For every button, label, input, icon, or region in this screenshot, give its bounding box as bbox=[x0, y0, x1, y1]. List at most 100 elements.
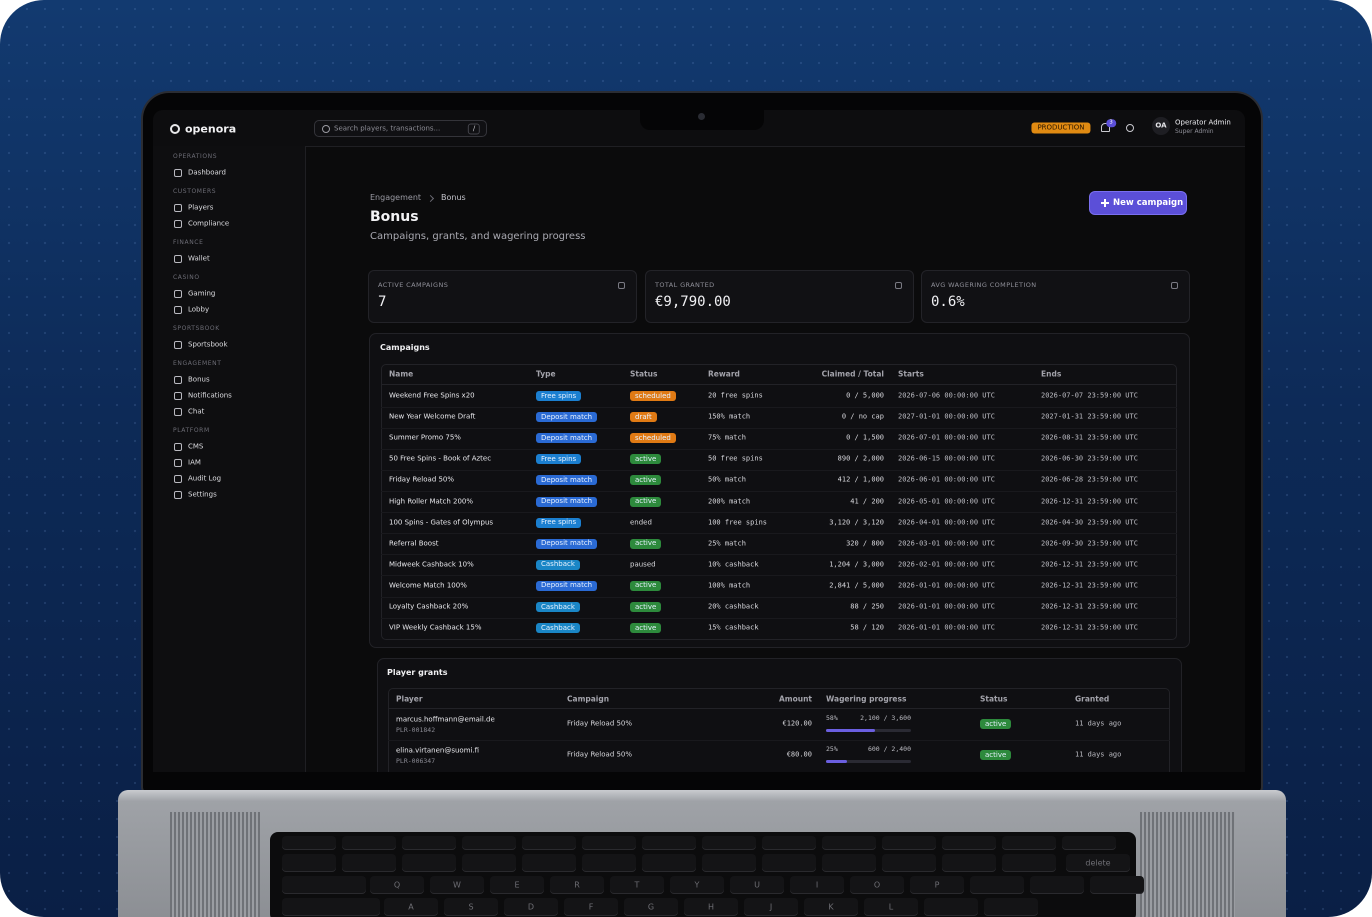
status-badge: scheduled bbox=[630, 391, 676, 401]
stat-label: TOTAL GRANTED bbox=[655, 280, 715, 289]
sidebar-item[interactable]: Audit Log bbox=[188, 474, 222, 483]
type-badge: Deposit match bbox=[536, 580, 598, 591]
progress-fill bbox=[826, 729, 876, 732]
campaign-name: VIP Weekly Cashback 15% bbox=[389, 623, 482, 632]
reward: 150% match bbox=[708, 412, 751, 421]
sidebar-item[interactable]: IAM bbox=[188, 458, 201, 467]
key: H bbox=[684, 898, 738, 916]
sidebar-item[interactable]: Settings bbox=[188, 490, 217, 499]
grant-campaign: Friday Reload 50% bbox=[567, 719, 633, 728]
key bbox=[402, 836, 456, 850]
notification-count: 3 bbox=[1106, 119, 1116, 127]
key bbox=[342, 836, 396, 850]
icon bbox=[174, 290, 182, 298]
sidebar-item[interactable]: Compliance bbox=[188, 219, 230, 228]
speaker-left bbox=[170, 812, 260, 917]
sidebar-item[interactable]: Lobby bbox=[188, 305, 210, 314]
key bbox=[282, 836, 336, 850]
icon bbox=[174, 408, 182, 416]
progress-amount: 2,100 / 3,600 bbox=[860, 713, 911, 722]
key: Q bbox=[370, 876, 424, 894]
claimed-total: 320 / 800 bbox=[846, 539, 884, 548]
key-label: G bbox=[647, 902, 655, 912]
ends: 2026-12-31 23:59:00 UTC bbox=[1041, 497, 1138, 505]
new-campaign-button[interactable] bbox=[1090, 192, 1186, 214]
key-label: K bbox=[828, 902, 834, 912]
column-header: Status bbox=[980, 694, 1008, 704]
icon bbox=[174, 204, 182, 212]
key-label: J bbox=[769, 902, 773, 912]
reward: 100% match bbox=[708, 581, 751, 590]
starts: 2026-05-01 00:00:00 UTC bbox=[898, 497, 995, 505]
theme-icon[interactable] bbox=[1126, 124, 1134, 132]
type-badge: Deposit match bbox=[536, 538, 598, 549]
starts: 2026-07-01 00:00:00 UTC bbox=[898, 433, 995, 442]
row-divider bbox=[381, 427, 1177, 429]
ends: 2026-12-31 23:59:00 UTC bbox=[1041, 623, 1138, 632]
player-id: PLR-001842 bbox=[396, 725, 436, 734]
granted: 11 days ago bbox=[1075, 750, 1122, 759]
reward: 200% match bbox=[708, 497, 751, 505]
campaigns-panel bbox=[369, 333, 1190, 648]
row-divider bbox=[381, 554, 1177, 556]
key bbox=[942, 836, 996, 850]
key: U bbox=[730, 876, 784, 894]
starts: 2026-01-01 00:00:00 UTC bbox=[898, 581, 995, 590]
icon bbox=[174, 376, 182, 384]
column-header: Type bbox=[536, 369, 556, 379]
sidebar-item[interactable]: Gaming bbox=[188, 289, 216, 298]
key: I bbox=[790, 876, 844, 894]
stat-card bbox=[645, 270, 914, 323]
key bbox=[282, 898, 380, 916]
player-id: PLR-006347 bbox=[396, 756, 436, 765]
progress-amount: 600 / 2,400 bbox=[867, 744, 911, 753]
reward: 20 free spins bbox=[708, 391, 763, 400]
icon bbox=[174, 392, 182, 400]
type-badge: Free spins bbox=[536, 517, 582, 528]
sidebar-item[interactable]: Chat bbox=[188, 407, 205, 416]
keyboard: delete Q W E R T Y U I O P A S D F G H J K L bbox=[270, 832, 1144, 917]
key-label: F bbox=[588, 902, 594, 912]
key-label: O bbox=[873, 880, 881, 890]
amount: €80.00 bbox=[786, 750, 812, 759]
campaign-name: Welcome Match 100% bbox=[389, 581, 467, 590]
key: D bbox=[504, 898, 558, 916]
sidebar-item[interactable]: Bonus bbox=[188, 375, 210, 384]
type-badge: Deposit match bbox=[536, 475, 598, 486]
key-label: W bbox=[453, 880, 461, 890]
key-label: H bbox=[707, 902, 714, 912]
claimed-total: 1,204 / 3,000 bbox=[829, 560, 884, 569]
sidebar-item[interactable]: Wallet bbox=[188, 254, 210, 263]
starts: 2026-07-06 00:00:00 UTC bbox=[898, 391, 995, 400]
sidebar-item[interactable]: Dashboard bbox=[188, 168, 226, 177]
user-name: Operator Admin bbox=[1175, 118, 1231, 127]
key bbox=[342, 854, 396, 872]
campaign-name: Loyalty Cashback 20% bbox=[389, 602, 469, 611]
brand: openora bbox=[185, 122, 237, 136]
icon bbox=[174, 306, 182, 314]
key-label: E bbox=[514, 880, 520, 890]
sidebar-section-title: FINANCE bbox=[173, 239, 204, 246]
type-badge: Cashback bbox=[536, 623, 580, 634]
bell-icon[interactable] bbox=[1101, 123, 1110, 132]
sidebar-item[interactable]: CMS bbox=[188, 442, 204, 451]
grant-campaign: Friday Reload 50% bbox=[567, 750, 633, 759]
sidebar-item[interactable]: Players bbox=[188, 203, 214, 212]
status-badge: active bbox=[630, 602, 662, 612]
campaign-name: Midweek Cashback 10% bbox=[389, 560, 474, 569]
progress-percent: 25% bbox=[826, 744, 838, 753]
key-label: R bbox=[574, 880, 580, 890]
stat-card bbox=[368, 270, 637, 323]
claimed-total: 3,120 / 3,120 bbox=[829, 518, 884, 527]
search-icon bbox=[322, 125, 330, 133]
key bbox=[462, 836, 516, 850]
search-box[interactable] bbox=[314, 120, 487, 137]
sidebar-item[interactable]: Notifications bbox=[188, 391, 232, 400]
campaign-name: 50 Free Spins - Book of Aztec bbox=[389, 454, 492, 463]
row-divider bbox=[381, 469, 1177, 471]
sidebar-item[interactable]: Sportsbook bbox=[188, 340, 228, 349]
avatar bbox=[1152, 117, 1170, 135]
progress-track bbox=[826, 760, 911, 763]
starts: 2027-01-01 00:00:00 UTC bbox=[898, 412, 995, 421]
